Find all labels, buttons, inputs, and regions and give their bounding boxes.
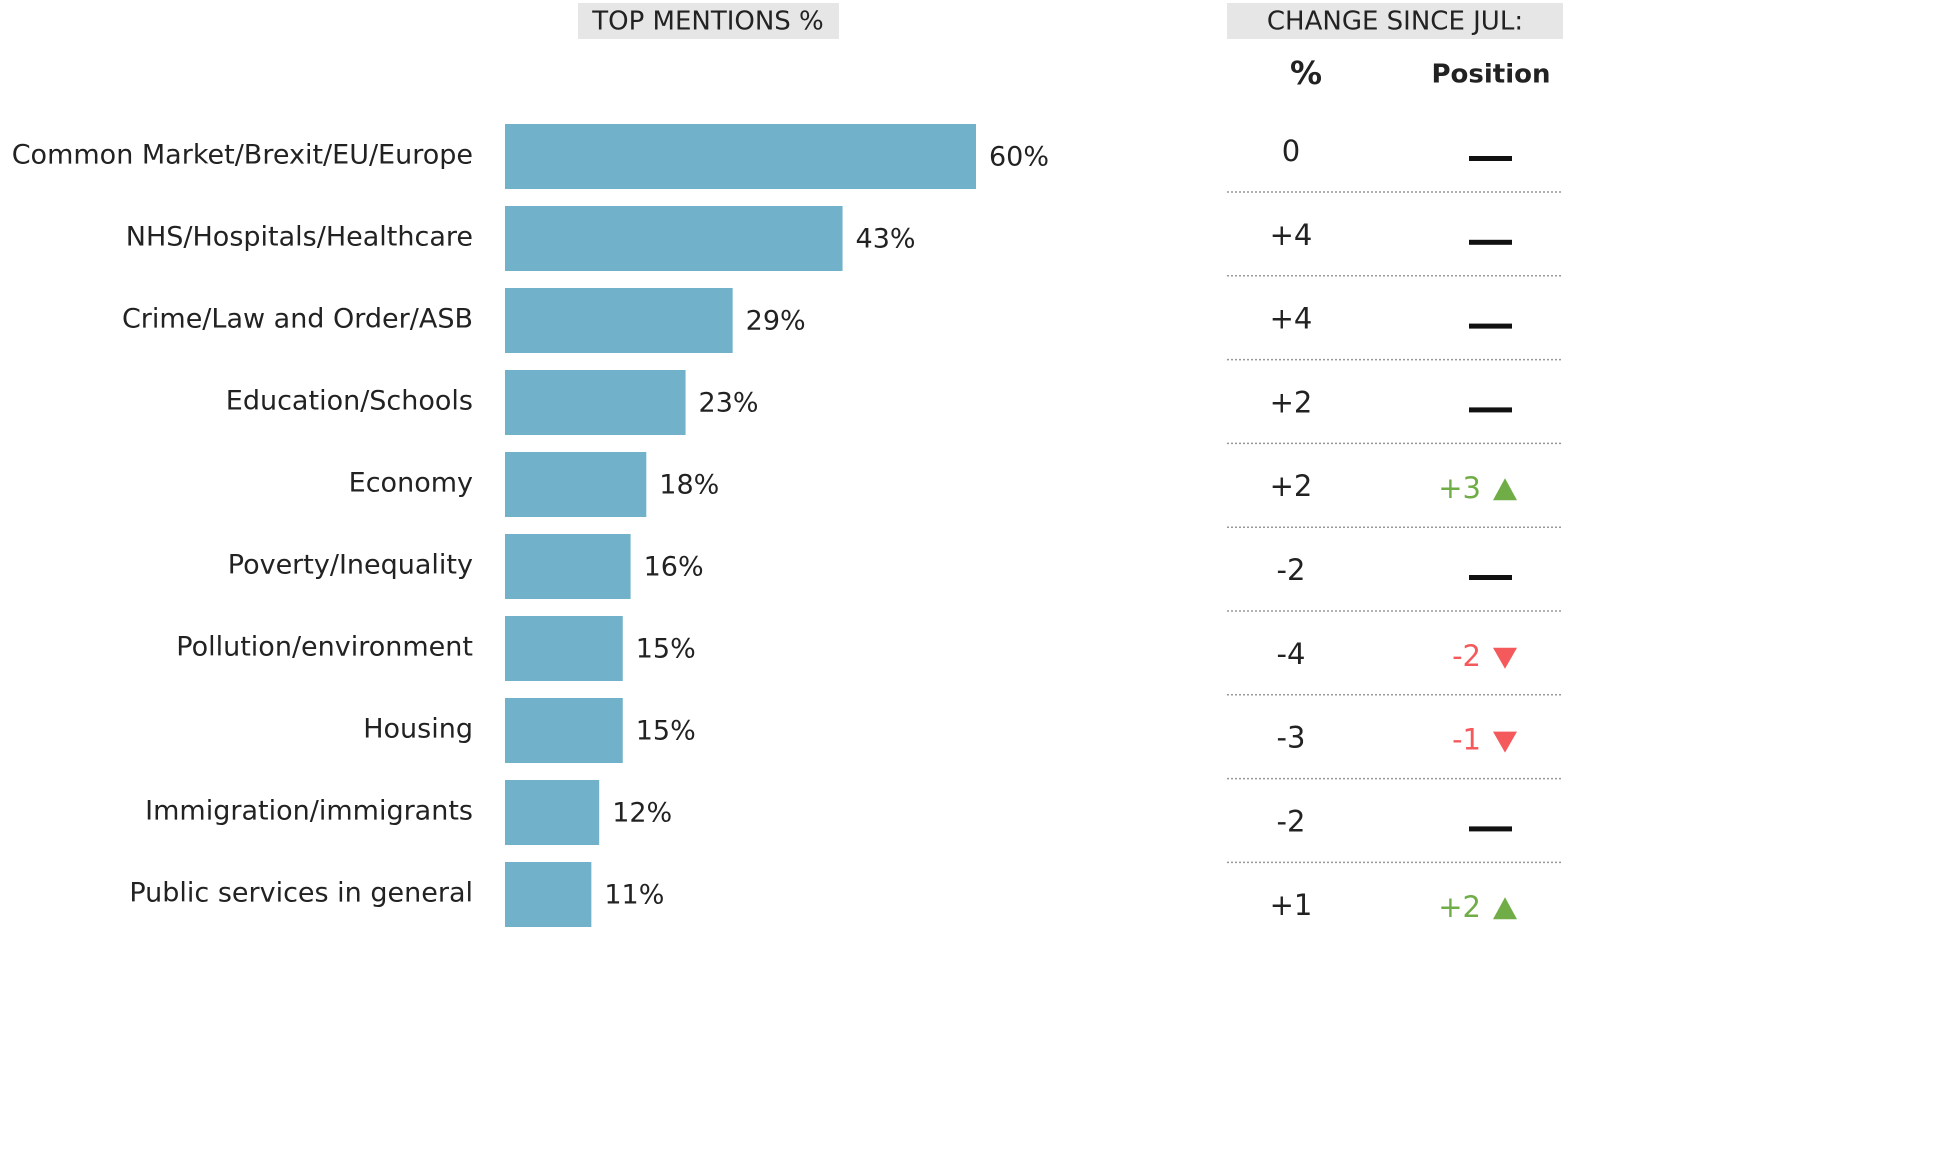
change-value: +4 — [1270, 302, 1313, 336]
column-header: % — [1290, 54, 1322, 92]
value-label: 23% — [699, 388, 759, 419]
category-label: Immigration/immigrants — [145, 796, 473, 827]
bar — [505, 370, 686, 435]
value-label: 29% — [746, 306, 806, 337]
category-label: Common Market/Brexit/EU/Europe — [12, 140, 473, 171]
value-label: 15% — [636, 634, 696, 665]
no-change-dash — [1469, 156, 1512, 161]
column-header: Position — [1431, 60, 1550, 90]
change-value: +2 — [1270, 385, 1313, 419]
change-value: -3 — [1277, 721, 1306, 755]
table-title: CHANGE SINCE JUL: — [1267, 7, 1523, 37]
category-label: NHS/Hospitals/Healthcare — [126, 222, 473, 253]
bar — [505, 780, 600, 845]
category-label: Public services in general — [129, 878, 473, 909]
value-label: 43% — [856, 224, 916, 255]
no-change-dash — [1469, 323, 1512, 329]
change-value: 0 — [1282, 134, 1300, 168]
category-label: Education/Schools — [226, 386, 473, 417]
change-value: +4 — [1270, 218, 1313, 252]
value-label: 15% — [636, 716, 696, 747]
down-arrow — [1493, 647, 1517, 669]
bar — [505, 452, 647, 517]
chart-title: TOP MENTIONS % — [591, 7, 824, 37]
bar — [505, 698, 623, 763]
category-label: Pollution/environment — [176, 632, 473, 663]
bar — [505, 288, 733, 353]
value-label: 16% — [644, 552, 704, 583]
no-change-dash — [1469, 407, 1512, 413]
no-change-dash — [1469, 826, 1512, 832]
position-change: +2 — [1438, 890, 1481, 924]
position-change: -2 — [1452, 639, 1481, 673]
value-label: 60% — [989, 142, 1049, 173]
bar — [505, 862, 592, 927]
bar — [505, 124, 976, 189]
change-value: -2 — [1277, 804, 1306, 838]
bar — [505, 616, 623, 681]
no-change-dash — [1469, 239, 1512, 245]
change-value: +2 — [1270, 469, 1313, 503]
no-change-dash — [1469, 575, 1512, 580]
category-label: Poverty/Inequality — [228, 550, 473, 581]
down-arrow — [1493, 731, 1517, 753]
table-title-box — [1227, 3, 1563, 39]
change-value: +1 — [1270, 888, 1313, 922]
bar — [505, 206, 843, 271]
category-label: Housing — [363, 714, 473, 745]
value-label: 11% — [604, 880, 664, 911]
change-value: -4 — [1277, 637, 1306, 671]
change-value: -2 — [1277, 553, 1306, 587]
title-box — [578, 3, 839, 39]
category-label: Economy — [349, 468, 473, 499]
category-label: Crime/Law and Order/ASB — [122, 304, 473, 335]
value-label: 12% — [612, 798, 672, 829]
up-arrow — [1493, 478, 1517, 501]
up-arrow — [1493, 897, 1517, 920]
bar — [505, 534, 631, 599]
position-change: -1 — [1452, 723, 1481, 757]
value-label: 18% — [659, 470, 719, 501]
position-change: +3 — [1438, 471, 1481, 505]
